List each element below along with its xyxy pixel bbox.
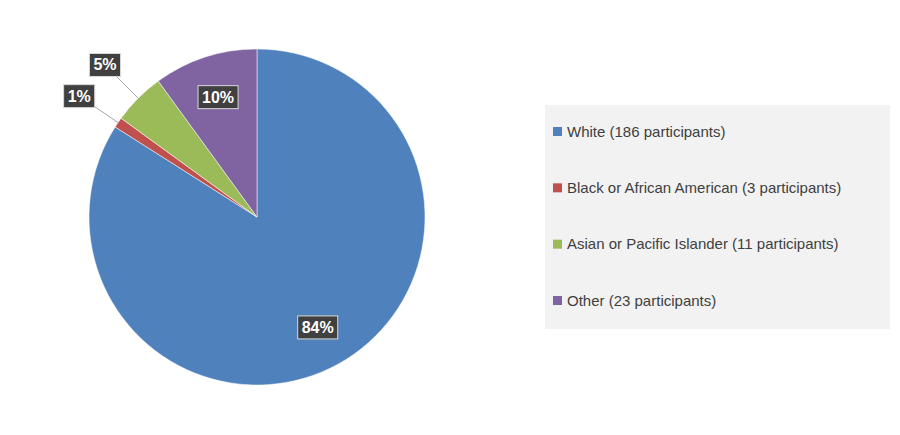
label-box — [298, 316, 338, 339]
legend-label: Asian or Pacific Islander (11 participan… — [567, 235, 839, 252]
data-label: 1% — [68, 88, 91, 105]
label-box — [64, 85, 95, 108]
legend-swatch — [553, 296, 562, 305]
pie — [89, 49, 425, 385]
legend-swatch — [553, 183, 562, 192]
legend-label: Other (23 participants) — [567, 292, 716, 309]
legend: White (186 participants) Black or African… — [545, 105, 890, 329]
data-label: 10% — [202, 89, 234, 106]
label-box — [198, 86, 238, 109]
legend-swatch — [553, 240, 562, 249]
label-box — [89, 53, 120, 76]
pie-slice — [89, 49, 425, 385]
legend-swatch — [553, 127, 562, 136]
data-label: 5% — [93, 56, 116, 73]
legend-label: Black or African American (3 participant… — [567, 179, 841, 196]
data-label: 84% — [302, 319, 334, 336]
legend-label: White (186 participants) — [567, 123, 725, 140]
chart: 84% 1%5% 10% White (186 participants) Black … — [0, 0, 900, 435]
data-labels: 84% 1%5% 10% — [64, 53, 338, 338]
pie-slice — [158, 49, 257, 217]
leader-line — [115, 75, 138, 98]
legend-background — [545, 105, 890, 329]
